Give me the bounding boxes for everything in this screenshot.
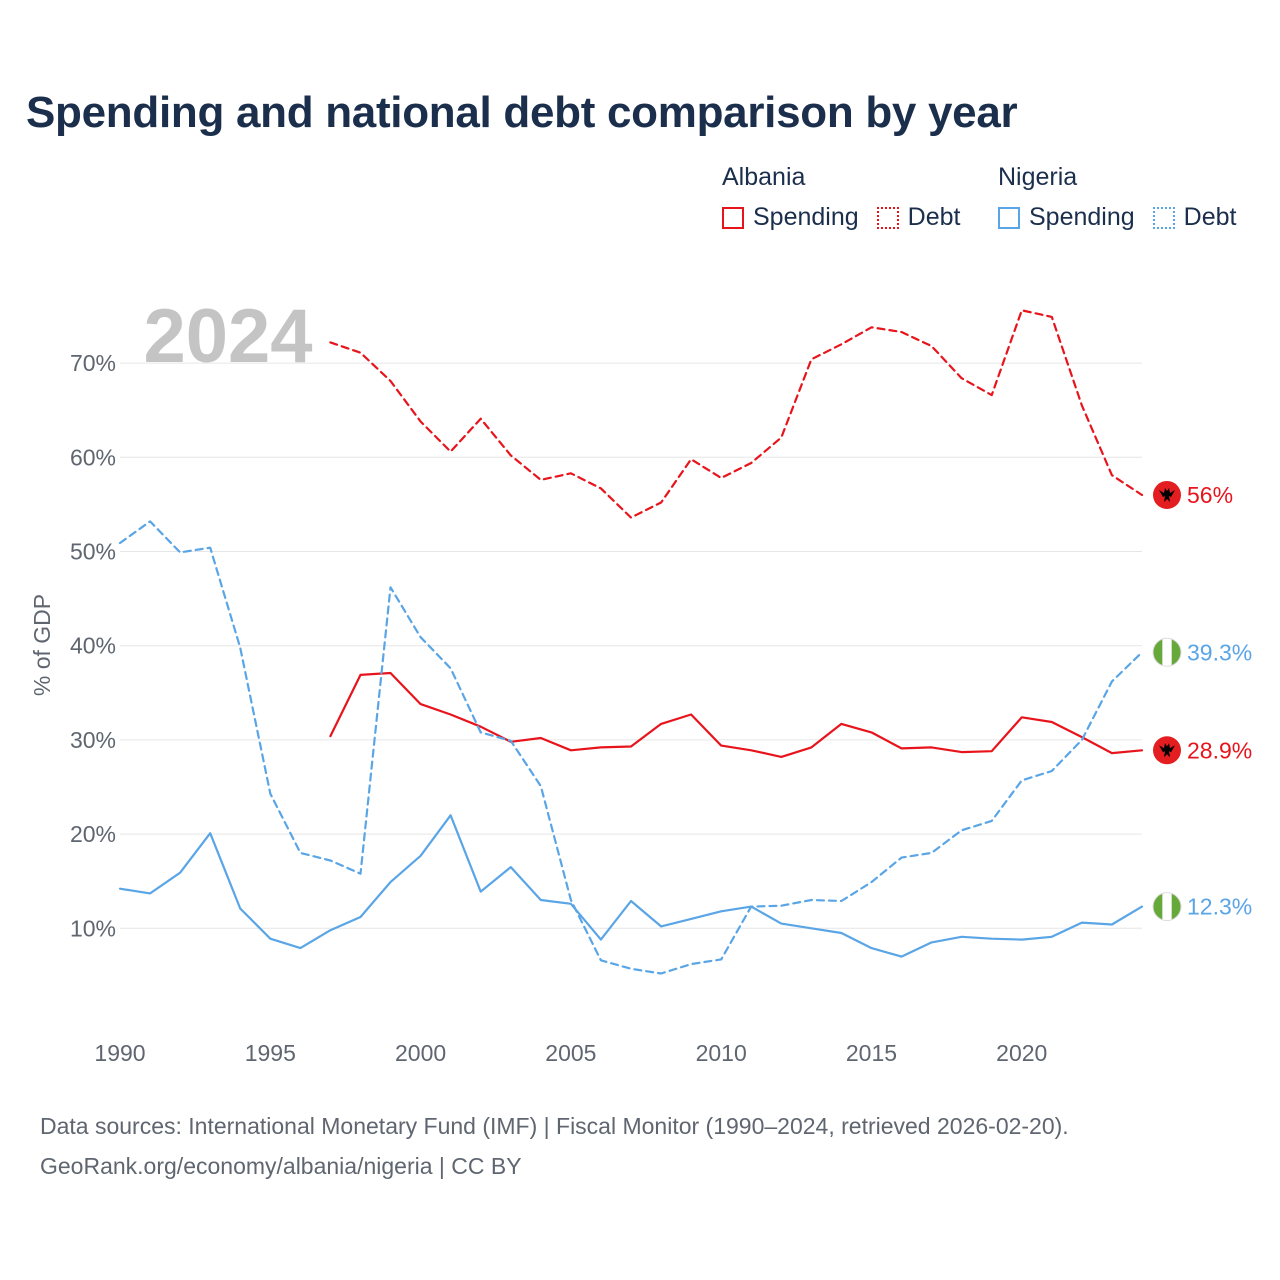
legend-label: Debt bbox=[907, 203, 961, 231]
flag-stripe bbox=[1153, 892, 1163, 921]
flag-stripe bbox=[1162, 892, 1173, 921]
end-label-albania-debt: 56% bbox=[1187, 482, 1233, 508]
legend-group-nigeria: Nigeria Spending Debt bbox=[998, 160, 1236, 232]
eagle-icon bbox=[1159, 743, 1175, 758]
year-watermark: 2024 bbox=[143, 294, 312, 379]
x-tick-label: 2020 bbox=[996, 1040, 1047, 1066]
flag-outline bbox=[1152, 892, 1182, 922]
x-tick-label: 2010 bbox=[696, 1040, 747, 1066]
legend-group-albania: Albania Spending Debt bbox=[722, 160, 960, 232]
nigeria-flag-icon bbox=[1153, 892, 1181, 921]
footer: Data sources: International Monetary Fun… bbox=[40, 1106, 1069, 1186]
nigeria-flag-icon bbox=[1153, 638, 1181, 667]
chart-title: Spending and national debt comparison by… bbox=[26, 88, 1018, 137]
legend-item-albania-spending[interactable]: Spending bbox=[722, 203, 859, 232]
legend-swatch-dotted-icon bbox=[876, 206, 899, 229]
legend-label: Debt bbox=[1183, 203, 1237, 231]
y-axis-label: % of GDP bbox=[29, 594, 55, 696]
legend-country-nigeria: Nigeria bbox=[998, 163, 1078, 191]
eagle-icon bbox=[1159, 487, 1175, 502]
legend-item-nigeria-spending[interactable]: Spending bbox=[998, 203, 1135, 232]
data-source-note: Data sources: International Monetary Fun… bbox=[40, 1113, 1069, 1139]
y-tick-label: 10% bbox=[70, 915, 116, 941]
y-tick-label: 70% bbox=[70, 350, 116, 376]
legend-swatch-solid-icon bbox=[998, 206, 1020, 229]
legend-swatch-dotted-icon bbox=[1152, 206, 1175, 229]
series-line-nigeria-debt bbox=[118, 520, 1144, 975]
y-tick-label: 50% bbox=[70, 539, 116, 565]
flag-outline bbox=[1152, 637, 1182, 667]
flag-stripe bbox=[1171, 638, 1181, 667]
y-tick-label: 40% bbox=[70, 633, 116, 659]
x-tick-label: 2015 bbox=[846, 1040, 897, 1066]
legend-item-albania-debt[interactable]: Debt bbox=[876, 203, 961, 232]
legend-swatch-solid-icon bbox=[722, 206, 744, 229]
series-line-nigeria-spending bbox=[118, 814, 1144, 958]
attribution-note[interactable]: GeoRank.org/economy/albania/nigeria | CC… bbox=[40, 1153, 522, 1179]
flag-stripe bbox=[1162, 638, 1173, 667]
x-tick-label: 1995 bbox=[245, 1040, 296, 1066]
x-tick-label: 2000 bbox=[395, 1040, 446, 1066]
legend-label: Spending bbox=[1029, 203, 1135, 231]
legend-label: Spending bbox=[753, 203, 859, 231]
x-tick-label: 2005 bbox=[545, 1040, 596, 1066]
x-tick-label: 1990 bbox=[94, 1040, 145, 1066]
end-label-nigeria-debt: 39.3% bbox=[1187, 639, 1252, 665]
flag-stripe bbox=[1171, 892, 1181, 921]
end-label-albania-spending: 28.9% bbox=[1187, 737, 1252, 763]
legend-item-nigeria-debt[interactable]: Debt bbox=[1152, 203, 1237, 232]
legend-country-albania: Albania bbox=[722, 163, 806, 191]
series-line-albania-debt bbox=[329, 309, 1144, 519]
y-tick-label: 60% bbox=[70, 444, 116, 470]
y-tick-label: 30% bbox=[70, 727, 116, 753]
end-label-nigeria-spending: 12.3% bbox=[1187, 894, 1252, 920]
y-tick-label: 20% bbox=[70, 821, 116, 847]
flag-stripe bbox=[1153, 638, 1163, 667]
series-line-albania-spending bbox=[329, 671, 1144, 759]
